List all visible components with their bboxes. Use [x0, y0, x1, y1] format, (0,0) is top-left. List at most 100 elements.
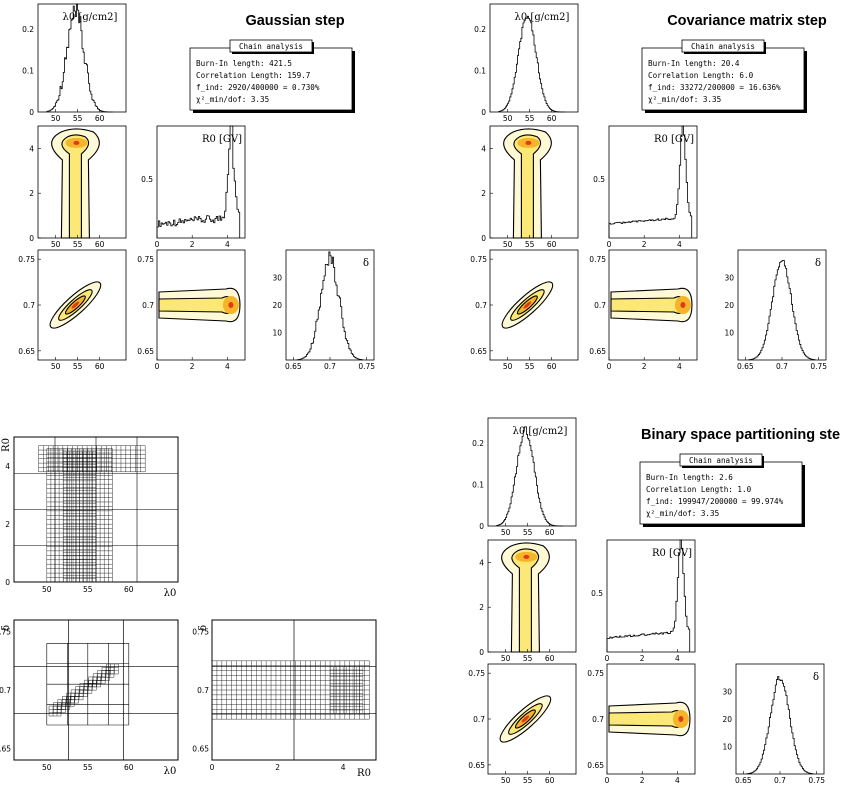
axis-label-r0: R0 [GV] [652, 548, 692, 559]
axis-label-delta: δ [363, 258, 369, 269]
tick-label-lambda0: 55 [73, 362, 83, 371]
tick-label-hist: 20 [722, 715, 732, 724]
axis-label-lambda0: λ0 [g/cm2] [63, 12, 118, 23]
tick-label-r0-x: 4 [341, 763, 346, 772]
lambda-r0-contour-mid [511, 548, 540, 653]
panel-frame-s32 [606, 663, 696, 775]
tick-label-hist: 30 [724, 274, 734, 283]
tick-label-r0-y: 0 [29, 234, 34, 243]
chain-line: Correlation Length: 1.0 [646, 485, 752, 494]
tick-label-lambda0: 50 [503, 114, 513, 123]
tick-label-r0-x: 0 [210, 763, 215, 772]
chain-line: Burn-In length: 421.5 [196, 59, 292, 68]
tick-label-lambda0: 60 [95, 240, 105, 249]
tick-label-r0: 2 [642, 362, 647, 371]
delta-histogram [746, 676, 814, 775]
fine-partition-b-9 [88, 676, 101, 688]
tick-label-r0: 4 [225, 362, 230, 371]
lambda-delta-contour-core [71, 301, 80, 309]
tick-label-lambda0: 50 [503, 240, 513, 249]
chain-header-box [681, 39, 765, 53]
tick-label-delta: 0.75 [810, 362, 827, 371]
tick-label-hist: 0 [29, 108, 34, 117]
panel-frame-h3 [285, 249, 375, 361]
tick-label-hist: 10 [724, 329, 734, 338]
r0-delta-contour-core [680, 302, 686, 308]
tick-label-delta-y: 0.65 [192, 744, 209, 753]
finest-partition-c [329, 666, 364, 714]
chart-title: Covariance matrix step [667, 13, 827, 29]
tick-label-delta-y: 0.65 [470, 347, 487, 356]
r0-delta-contour-core [228, 302, 234, 308]
tick-label-hist: 0.1 [474, 66, 486, 75]
tick-label-lambda0: 55 [523, 654, 533, 663]
tick-label-delta: 0.75 [358, 362, 375, 371]
tick-label-delta: 0.7 [776, 362, 788, 371]
tick-label-hist: 0.2 [472, 439, 484, 448]
tick-label-r0-y: 2 [481, 189, 486, 198]
tick-label-lambda0: 60 [547, 240, 557, 249]
tick-label-lambda0: 55 [73, 240, 83, 249]
tick-label-r0: 4 [677, 240, 682, 249]
tick-label-r0: 4 [675, 654, 680, 663]
tick-label-r0-y: 4 [479, 558, 484, 567]
tick-label-r0: 2 [190, 240, 195, 249]
panel-frame-h3 [737, 249, 827, 361]
tick-label-r0: 0 [605, 654, 610, 663]
tick-label-hist: 0.2 [22, 25, 34, 34]
tick-label-hist: 30 [722, 688, 732, 697]
axis-label-lambda0: λ0 [g/cm2] [515, 12, 570, 23]
axis-label-lambda0: λ0 [164, 588, 177, 599]
axis-label-delta-y: δ [198, 625, 209, 631]
tick-label-hist: 0.1 [22, 66, 34, 75]
r0-histogram [156, 125, 241, 238]
r0-delta-contour-mid [608, 710, 683, 728]
tick-label-delta-y: 0.75 [0, 628, 11, 637]
chain-header: Chain analysis [689, 456, 753, 465]
axis-label-delta: δ [813, 672, 819, 683]
tick-label-r0-y: 2 [479, 603, 484, 612]
tick-label-lambda0: 60 [547, 114, 557, 123]
r0-histogram [606, 539, 691, 652]
tick-label-r0: 4 [225, 240, 230, 249]
chain-line: χ²_min/dof: 3.35 [648, 95, 721, 104]
axis-label-delta-y: δ [1, 625, 12, 631]
delta-histogram [296, 251, 364, 361]
tick-label-r0-y: 2 [5, 520, 10, 529]
tick-label-delta-y: 0.75 [470, 255, 487, 264]
panel-frame-s32 [608, 249, 698, 361]
axis-label-r0: R0 [GV] [654, 134, 694, 145]
tick-label-delta: 0.7 [774, 776, 786, 785]
tick-label-lambda0: 55 [83, 585, 93, 594]
tick-label-delta-y: 0.7 [142, 301, 154, 310]
tick-label-lambda0: 50 [503, 362, 513, 371]
chart-title: Binary space partitioning step [641, 427, 841, 443]
tick-label-lambda0: 50 [42, 763, 52, 772]
tick-label-r0-y: 4 [29, 144, 34, 153]
tick-label-lambda0: 60 [547, 362, 557, 371]
tick-label-r0-y: 4 [481, 144, 486, 153]
axis-label-delta: δ [815, 258, 821, 269]
fine-partition-b-6 [75, 686, 88, 697]
tick-label-hist: 0.5 [593, 175, 605, 184]
tick-label-lambda0: 50 [501, 776, 511, 785]
chain-line: f_ind: 199947/200000 = 99.974% [646, 497, 784, 506]
tick-label-lambda0: 55 [83, 763, 93, 772]
tick-label-lambda0: 50 [51, 114, 61, 123]
axis-label-lambda0: λ0 [164, 766, 177, 777]
tick-label-r0: 0 [155, 240, 160, 249]
tick-label-delta-y: 0.65 [137, 347, 154, 356]
tick-label-delta-y: 0.7 [594, 301, 606, 310]
tick-label-hist: 0.5 [141, 175, 153, 184]
tick-label-lambda0: 60 [545, 654, 555, 663]
tick-label-hist: 20 [272, 301, 282, 310]
fine-partition-b-10 [92, 673, 106, 684]
tick-label-lambda0: 50 [51, 362, 61, 371]
partition-plot: 50 55 60 λ0 50 55 60 λ0 0 0 2 2 4 4 0.65 0.65 0.7 0.7 0.75… [0, 436, 377, 779]
tick-label-r0: 2 [640, 776, 645, 785]
tick-label-lambda0: 50 [501, 528, 511, 537]
tick-label-r0: 2 [640, 654, 645, 663]
tick-label-r0-x: 2 [275, 763, 280, 772]
tick-label-lambda0: 55 [525, 362, 535, 371]
